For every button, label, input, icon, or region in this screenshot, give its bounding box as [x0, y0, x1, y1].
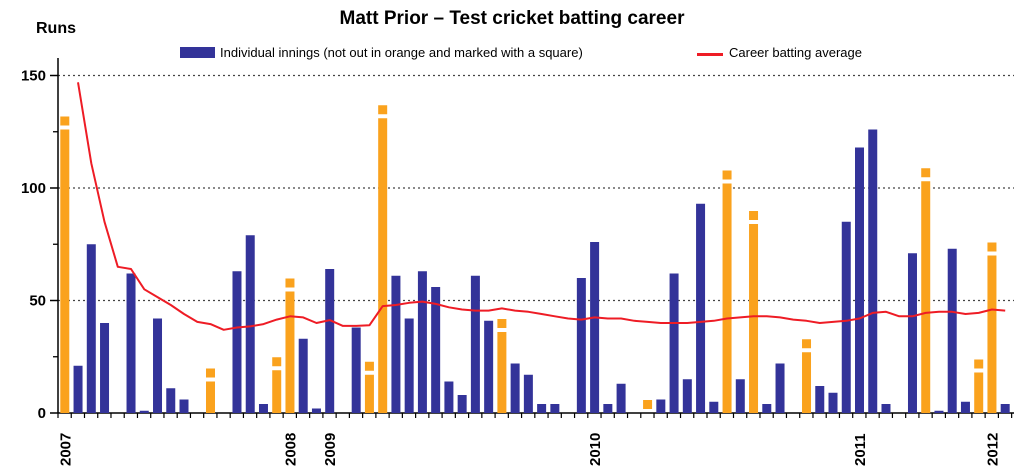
innings-bar [947, 248, 957, 413]
innings-bar [590, 242, 600, 413]
innings-bar [881, 404, 891, 413]
not-out-square [749, 211, 759, 220]
innings-bar-not-out [974, 372, 984, 413]
innings-bar-not-out [497, 332, 507, 413]
y-tick-label: 100 [21, 180, 46, 197]
innings-bar-not-out [722, 183, 732, 413]
innings-bar [258, 404, 268, 413]
not-out-square [497, 319, 507, 328]
y-tick-label: 50 [29, 293, 46, 310]
not-out-square [272, 357, 282, 367]
not-out-square [921, 168, 931, 178]
innings-bar [510, 363, 520, 413]
innings-bar [457, 395, 467, 413]
innings-bar-not-out [285, 291, 295, 413]
innings-bar [391, 275, 401, 413]
innings-bar-not-out [364, 374, 374, 413]
legend-average-label: Career batting average [729, 45, 862, 60]
innings-bar-not-out [272, 370, 282, 413]
innings-bar [868, 129, 878, 413]
innings-bar [616, 383, 626, 413]
innings-bar [815, 386, 825, 413]
y-tick-label: 150 [21, 68, 46, 85]
x-year-label: 2007 [57, 433, 74, 466]
not-out-square [722, 170, 732, 180]
career-average-line [77, 82, 1006, 331]
innings-bar [232, 271, 242, 413]
innings-bar [828, 392, 838, 413]
innings-bar-not-out [205, 381, 215, 413]
innings-bar [550, 404, 560, 413]
innings-bar [470, 275, 480, 413]
innings-bar [153, 318, 163, 413]
innings-bar [682, 379, 692, 413]
innings-bar [576, 278, 586, 413]
innings-bar-not-out [60, 129, 70, 413]
innings-bar [166, 388, 176, 413]
not-out-square [205, 368, 215, 378]
innings-bar [537, 404, 547, 413]
innings-bar [351, 327, 361, 413]
innings-bar [1000, 404, 1010, 413]
innings-bar [907, 253, 917, 413]
innings-bar [735, 379, 745, 413]
not-out-square [802, 339, 812, 349]
not-out-square [974, 359, 984, 369]
innings-bar [126, 273, 136, 413]
innings-bar [431, 287, 441, 413]
innings-bar [404, 318, 414, 413]
innings-bar [311, 408, 321, 413]
innings-bar [417, 271, 427, 413]
innings-bar [841, 221, 851, 413]
innings-bar [325, 269, 335, 413]
innings-bar-not-out [987, 255, 997, 413]
not-out-square [364, 361, 374, 371]
innings-bar [762, 404, 772, 413]
innings-bar [179, 399, 189, 413]
innings-bar [298, 338, 308, 413]
innings-bar [139, 410, 149, 413]
y-tick-label: 0 [38, 405, 46, 422]
x-year-label: 2011 [852, 433, 869, 466]
innings-bar [444, 381, 454, 413]
innings-bar [669, 273, 679, 413]
not-out-square [987, 242, 997, 252]
innings-bar [855, 147, 864, 413]
legend-average-line-swatch [697, 53, 723, 56]
innings-bar [73, 365, 83, 413]
x-year-label: 2010 [587, 433, 604, 466]
innings-bar [245, 235, 255, 413]
not-out-square [378, 105, 388, 115]
innings-bar [484, 320, 494, 413]
not-out-square [60, 116, 70, 126]
legend-innings-swatch [180, 47, 215, 58]
not-out-square [285, 278, 295, 288]
innings-bar [960, 401, 970, 413]
innings-bar [100, 323, 110, 413]
innings-bar [775, 363, 785, 413]
y-axis-title: Runs [36, 20, 76, 37]
innings-bar-not-out [921, 181, 931, 413]
innings-bar-not-out [378, 118, 388, 413]
x-year-label: 2012 [984, 433, 1001, 466]
innings-bar [603, 404, 613, 413]
innings-bar [656, 399, 666, 413]
innings-bar [523, 374, 533, 413]
x-year-label: 2009 [322, 433, 339, 466]
innings-bar-not-out [802, 352, 812, 413]
innings-bar [696, 203, 706, 413]
x-year-label: 2008 [282, 433, 299, 466]
chart-title: Matt Prior – Test cricket batting career [339, 8, 685, 29]
legend: Individual innings (not out in orange an… [0, 44, 1024, 62]
innings-bar-not-out [749, 224, 759, 413]
innings-bar [934, 410, 944, 413]
innings-bar [86, 244, 96, 413]
legend-innings-label: Individual innings (not out in orange an… [220, 45, 583, 60]
not-out-square [643, 400, 653, 409]
innings-bar [709, 401, 719, 413]
